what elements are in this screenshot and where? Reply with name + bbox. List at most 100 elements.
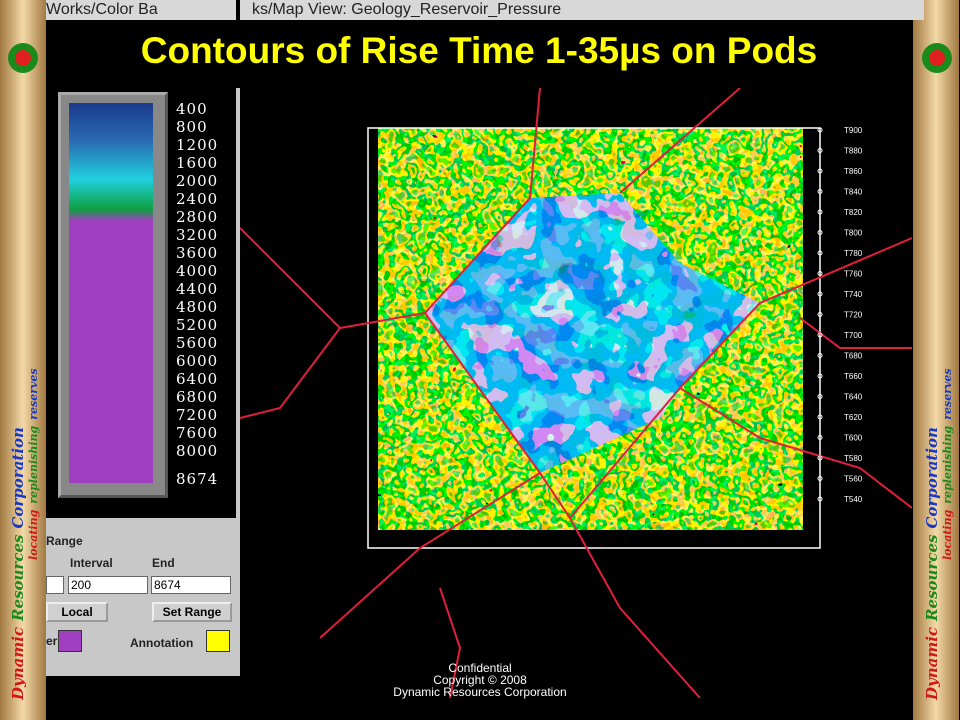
color-window: 400 800 1200 1600 2000 2400 2800 3200 3600 4000 44… [46,88,240,676]
grid-node [817,189,823,194]
scale-label: 8000 [176,442,219,460]
scale-label: 3200 [176,226,219,244]
map-view: T900 T880 T860 T840 T820 T800 T780 T760 T740 T720… [240,88,912,698]
grid-node [817,127,823,133]
banner-words: Dynamic Resources Corporation [923,427,941,701]
scale-label: 2400 [176,190,219,208]
color-bar-frame [58,92,168,498]
axis-label: T760 [844,270,863,279]
grid-node [817,414,823,420]
scale-label: 2800 [176,208,219,226]
window-title: ks/Map View: Geology_Reservoir_Pressure [240,0,924,20]
grid-node [817,148,823,153]
grid-node [817,168,823,174]
scale-label: 1200 [176,136,219,154]
tagline-word: replenishing [941,425,954,503]
tagline-word: locating [941,509,954,560]
grid-node [817,230,823,235]
axis-label: T800 [844,229,863,238]
grid-node [817,353,823,358]
grid-node [817,373,823,379]
axis-label: T620 [844,413,863,422]
annotation-swatch[interactable] [206,630,230,652]
axis-label: T600 [844,434,863,443]
grid-node [817,250,823,256]
axis-label: T660 [844,372,863,381]
grid-node [817,496,823,502]
logo [8,43,952,73]
banner-word: Resources [923,534,941,622]
axis-label: T840 [844,188,863,197]
axis-label: T540 [844,495,863,504]
end-label: End [152,556,175,570]
grid-node [817,271,823,276]
axis-label: T820 [844,208,863,217]
axis-label: T640 [844,393,863,402]
axis-label: T580 [844,454,863,463]
color-swatch[interactable] [58,630,82,652]
grid-node [817,435,823,440]
grid-node [817,312,823,317]
grid-node [817,332,823,338]
interval-field[interactable]: 200 [68,576,148,594]
grid-node [817,394,823,399]
scale-label: 800 [176,118,208,136]
banner-word: Corporation [9,427,27,529]
scale-label: 1600 [176,154,219,172]
axis-label: T740 [844,290,863,299]
banner-word: Dynamic [923,627,941,701]
end-field[interactable]: 8674 [151,576,231,594]
scale-label: 7600 [176,424,219,442]
banner-word: Corporation [923,427,941,529]
axis-label: T700 [844,331,863,340]
axis-label: T560 [844,475,863,484]
axis-label: T720 [844,311,863,320]
scale-label: 7200 [176,406,219,424]
start-field[interactable] [46,576,64,594]
tagline-words: locating replenishing reserves [941,368,954,560]
left-banner [0,0,46,720]
axis-label: T680 [844,352,863,361]
window-title-text: Works/Color Ba [46,1,158,18]
axis-label: T880 [844,147,863,156]
scale-label: 5200 [176,316,219,334]
axis-label: T860 [844,167,863,176]
grid-node [817,209,823,215]
scale-label: 4000 [176,262,219,280]
footer-line: Copyright © 2008 [433,673,527,687]
scale-label: 6000 [176,352,219,370]
scale-label: 4400 [176,280,219,298]
annotation-label: Annotation [130,636,194,650]
footer-line: Dynamic Resources Corporation [393,685,567,699]
tagline-word: reserves [27,368,40,419]
right-banner [913,0,959,720]
banner-words: Dynamic Resources Corporation [9,427,27,701]
axis-label: T900 [844,126,863,135]
scale-panel: 400 800 1200 1600 2000 2400 2800 3200 3600 4000 44… [46,88,236,518]
scale-label: 3600 [176,244,219,262]
scale-label: 8674 [176,470,219,488]
color-label: er [46,634,58,648]
color-bar [69,103,153,483]
mode-dropdown[interactable]: Local [46,602,108,622]
grid-node [817,455,823,461]
interval-label: Interval [70,556,113,570]
grid-node [817,291,823,297]
axis-label: T780 [844,249,863,258]
scale-label: 6400 [176,370,219,388]
scale-label: 400 [176,100,208,118]
window-title: Works/Color Ba [46,0,236,20]
tagline-words: locating replenishing reserves [27,368,40,560]
scale-label: 4800 [176,298,219,316]
map-frame [367,127,821,549]
scale-label: 6800 [176,388,219,406]
set-range-button[interactable]: Set Range [152,602,232,622]
banner-word: Resources [9,534,27,622]
boundaries [240,88,912,698]
window-title-text: ks/Map View: Geology_Reservoir_Pressure [252,1,562,18]
scale-label: 2000 [176,172,219,190]
tagline-word: reserves [941,368,954,419]
tagline-word: locating [27,509,40,560]
